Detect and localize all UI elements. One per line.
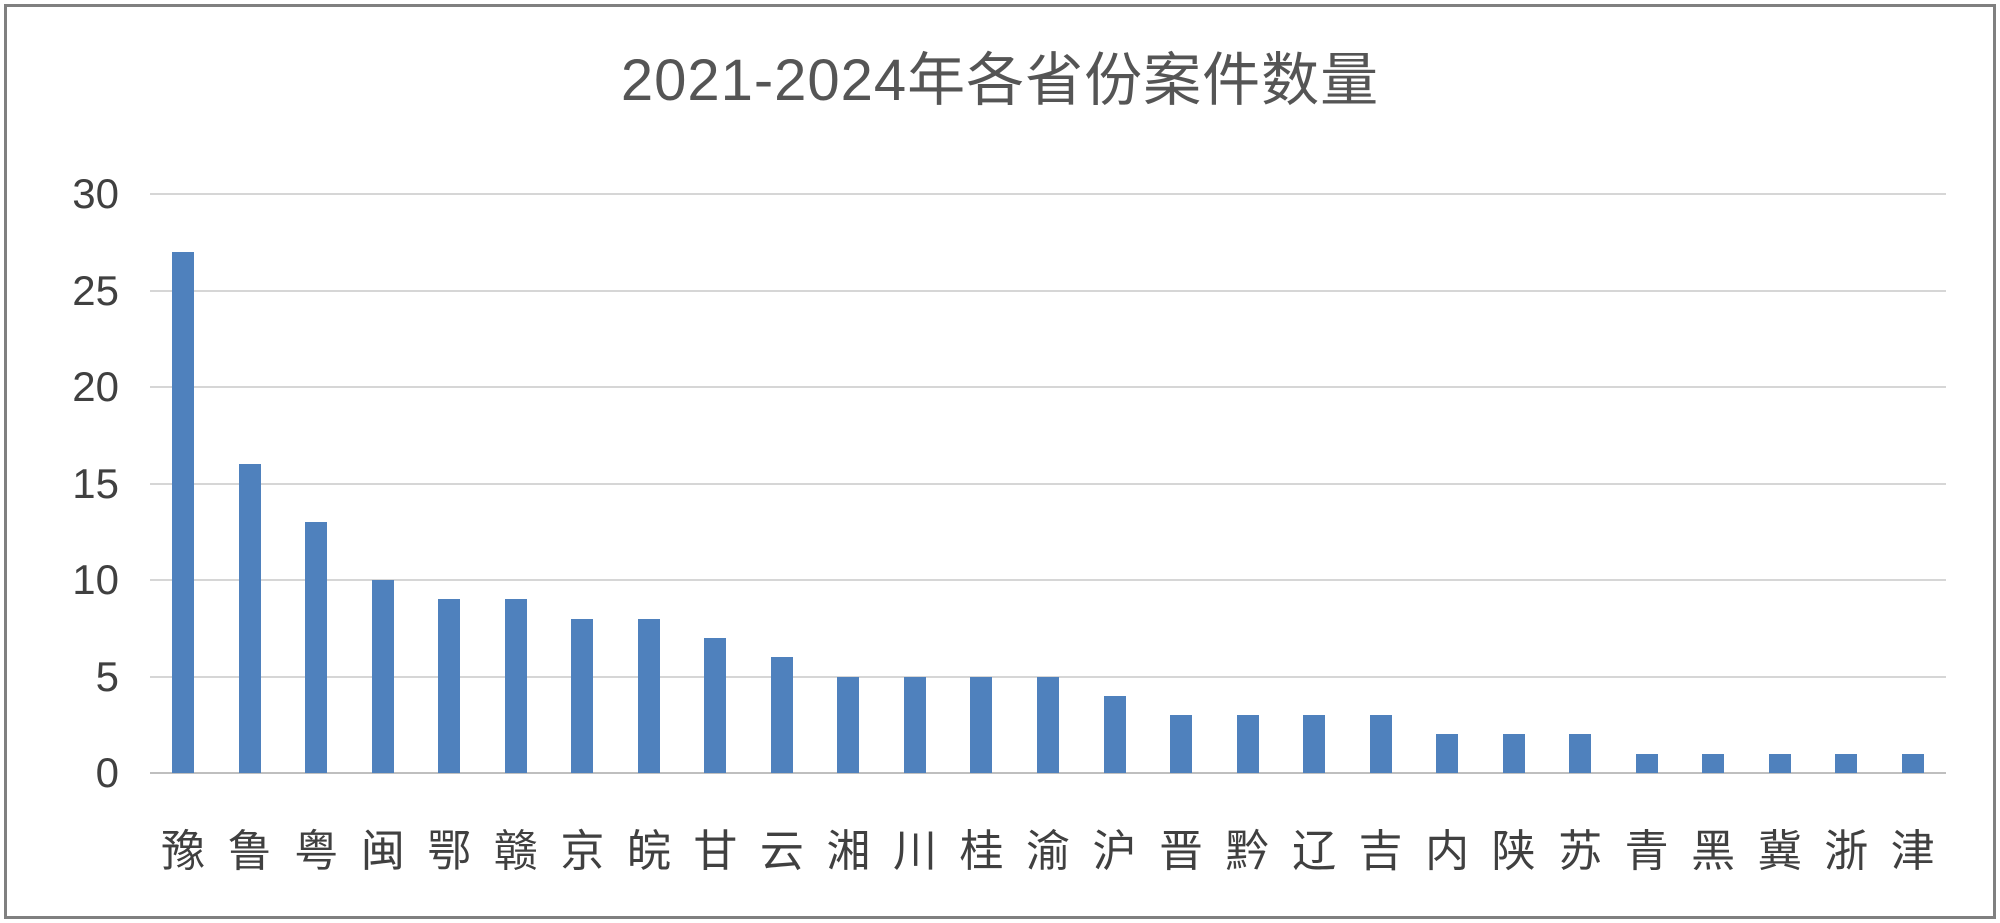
bar: [1901, 753, 1924, 773]
x-category-label: 苏: [1558, 827, 1603, 876]
x-category-label: 赣: [493, 827, 538, 876]
bar: [637, 618, 660, 773]
y-tick-label: 15: [72, 459, 119, 507]
y-tick-label: 10: [72, 556, 119, 603]
x-category-label: 陕: [1491, 827, 1536, 876]
y-tick-label: 25: [72, 266, 119, 314]
x-category-label: 晋: [1159, 827, 1204, 876]
x-category-label: 津: [1890, 827, 1935, 876]
gridline: [150, 289, 1946, 292]
gridline: [150, 579, 1946, 582]
y-tick-label: 20: [72, 363, 119, 410]
x-category-label: 沪: [1092, 827, 1137, 876]
bar: [1635, 753, 1658, 773]
plot-area: [150, 193, 1946, 774]
bar: [1502, 734, 1525, 773]
x-category-label: 黑: [1691, 827, 1736, 876]
x-axis: 豫鲁粤闽鄂赣京皖甘云湘川桂渝沪晋黔辽吉内陕苏青黑冀浙津: [150, 815, 1946, 879]
x-category-label: 鲁: [227, 827, 272, 876]
bar: [1835, 753, 1858, 773]
y-axis: 0 5 10 15 20 25 30: [7, 170, 119, 796]
y-tick-label: 0: [95, 749, 119, 796]
bar: [238, 464, 261, 773]
x-category-label: 皖: [626, 827, 671, 876]
x-category-label: 内: [1425, 827, 1470, 876]
x-category-label: 云: [759, 827, 804, 876]
bar: [1170, 715, 1193, 773]
bar: [172, 251, 195, 773]
x-category-label: 鄂: [427, 827, 472, 876]
y-tick-label: 5: [95, 652, 119, 700]
x-category-label: 渝: [1026, 827, 1070, 876]
x-category-label: 冀: [1757, 827, 1802, 876]
x-category-label: 辽: [1292, 827, 1337, 876]
x-category-label: 黔: [1225, 827, 1270, 876]
bar: [1702, 753, 1725, 773]
x-category-label: 湘: [826, 827, 871, 876]
bar: [704, 637, 727, 773]
bar: [1303, 715, 1326, 773]
x-category-label: 粤: [294, 827, 339, 876]
x-category-label: 吉: [1358, 827, 1403, 876]
x-category-label: 桂: [959, 827, 1004, 876]
bar: [438, 599, 461, 773]
x-category-label: 京: [560, 827, 605, 876]
bar: [504, 599, 527, 773]
bar: [571, 618, 594, 773]
bar: [1369, 715, 1392, 773]
x-category-label: 青: [1624, 827, 1669, 876]
bar: [1569, 734, 1592, 773]
x-category-label: 浙: [1824, 827, 1869, 876]
bar: [1037, 676, 1059, 773]
gridline: [150, 193, 1946, 195]
x-axis-line: [150, 772, 1946, 774]
x-category-label: 甘: [693, 827, 738, 876]
bar: [1103, 695, 1126, 773]
x-category-label: 川: [892, 827, 937, 876]
bar: [1768, 753, 1791, 773]
gridline: [150, 386, 1946, 389]
x-category-label: 闽: [360, 827, 405, 876]
bar: [837, 676, 860, 773]
bar: [970, 676, 993, 773]
bar: [770, 657, 793, 773]
gridline: [150, 482, 1946, 485]
y-tick-label: 30: [72, 170, 119, 217]
bar: [1436, 734, 1459, 773]
bar: [371, 580, 394, 773]
bar: [305, 522, 328, 773]
chart-title: 2021-2024年各省份案件数量: [620, 48, 1380, 113]
chart-frame-border: 2021-2024年各省份案件数量 0 5 10 15 20 25 30 豫鲁粤闽鄂赣京皖甘…: [4, 4, 1996, 919]
x-category-label: 豫: [161, 827, 206, 876]
bar: [903, 676, 926, 773]
bar: [1236, 715, 1259, 773]
